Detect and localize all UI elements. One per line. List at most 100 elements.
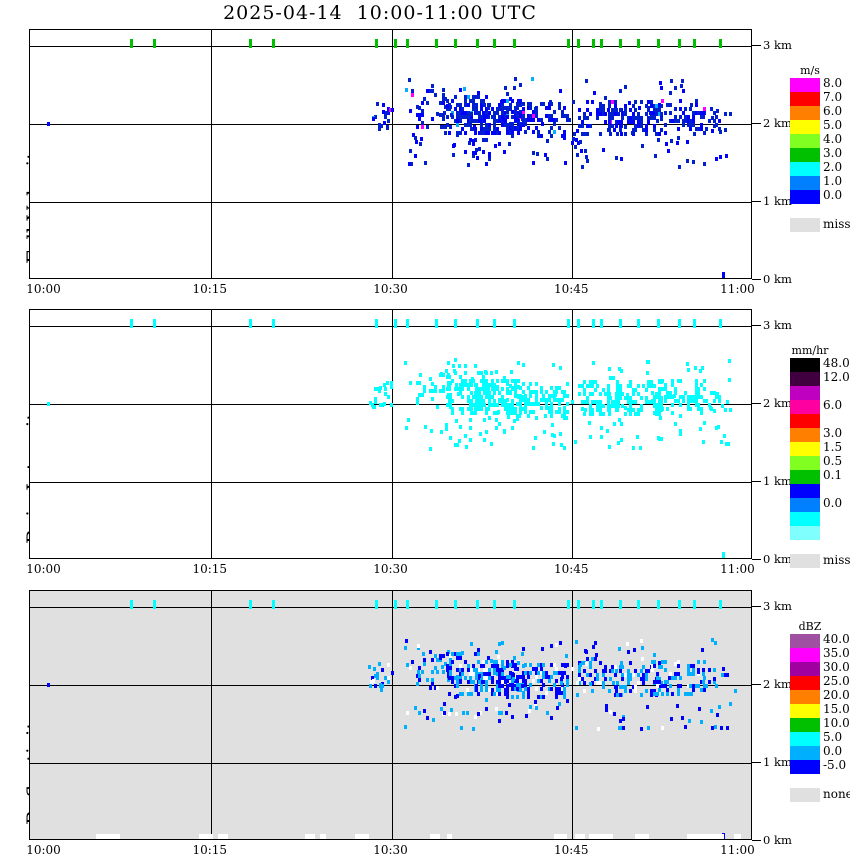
echo-pixel xyxy=(509,390,512,394)
gridline-vertical xyxy=(211,30,212,278)
echo-pixel xyxy=(529,106,532,110)
echo-pixel xyxy=(596,677,599,681)
echo-ceiling-pixel xyxy=(130,600,133,609)
echo-pixel xyxy=(442,373,445,377)
echo-pixel xyxy=(422,652,425,656)
echo-pixel xyxy=(631,131,634,135)
figure-title: 2025-04-14 10:00-11:00 UTC xyxy=(223,2,537,24)
echo-pixel xyxy=(599,108,602,112)
echo-pixel xyxy=(434,666,437,670)
echo-pixel xyxy=(467,668,470,672)
echo-pixel xyxy=(496,385,499,389)
y-axis-tick-mark xyxy=(752,45,761,46)
echo-pixel xyxy=(477,712,480,716)
echo-pixel xyxy=(446,123,449,127)
echo-pixel xyxy=(697,684,700,688)
echo-pixel xyxy=(382,110,385,114)
echo-pixel xyxy=(589,435,592,439)
echo-pixel xyxy=(511,403,514,407)
echo-pixel xyxy=(456,119,459,123)
echo-pixel xyxy=(664,387,667,391)
gridline-vertical xyxy=(392,310,393,558)
echo-pixel xyxy=(553,122,556,126)
echo-pixel xyxy=(645,673,648,677)
echo-pixel xyxy=(474,652,477,656)
echo-pixel xyxy=(480,407,483,411)
echo-pixel xyxy=(650,116,653,120)
panel-rain-intensity-plot[interactable] xyxy=(29,309,752,559)
echo-pixel xyxy=(666,103,669,107)
echo-pixel xyxy=(702,115,705,119)
colorbar-swatch xyxy=(790,732,820,746)
echo-pixel xyxy=(514,390,517,394)
echo-pixel xyxy=(634,388,637,392)
echo-pixel xyxy=(615,156,618,160)
echo-pixel xyxy=(496,664,499,668)
y-axis-tick-mark xyxy=(752,684,761,685)
echo-pixel xyxy=(713,119,716,123)
echo-pixel xyxy=(404,725,407,729)
ground-clutter-pixel xyxy=(199,834,213,839)
echo-pixel xyxy=(621,685,624,689)
echo-pixel xyxy=(710,709,713,713)
echo-pixel xyxy=(421,101,424,105)
echo-pixel xyxy=(509,131,512,135)
echo-pixel xyxy=(658,112,661,116)
echo-pixel xyxy=(604,665,607,669)
echo-pixel xyxy=(442,385,445,389)
echo-pixel xyxy=(480,379,483,383)
colorbar-tick-label: 40.0 xyxy=(823,632,850,646)
echo-pixel xyxy=(519,99,522,103)
echo-pixel xyxy=(614,665,617,669)
echo-pixel xyxy=(475,148,478,152)
echo-pixel xyxy=(509,683,512,687)
echo-pixel xyxy=(583,392,586,396)
echo-pixel xyxy=(446,395,449,399)
panel-reflectivity-plot[interactable] xyxy=(29,590,752,840)
echo-pixel xyxy=(634,685,637,689)
echo-pixel xyxy=(521,684,524,688)
echo-pixel xyxy=(682,395,685,399)
echo-pixel xyxy=(589,392,592,396)
echo-pixel xyxy=(487,106,490,110)
echo-ceiling-pixel xyxy=(577,39,580,48)
echo-pixel xyxy=(616,388,619,392)
echo-pixel xyxy=(687,664,690,668)
echo-pixel xyxy=(589,112,592,116)
echo-pixel xyxy=(498,142,501,146)
echo-pixel xyxy=(718,399,721,403)
echo-pixel xyxy=(656,680,659,684)
echo-pixel xyxy=(700,395,703,399)
echo-pixel xyxy=(459,672,462,676)
echo-pixel xyxy=(464,150,467,154)
echo-ceiling-pixel xyxy=(567,319,570,328)
echo-pixel xyxy=(496,107,499,111)
echo-pixel xyxy=(664,111,667,115)
echo-pixel xyxy=(474,131,477,135)
echo-pixel xyxy=(686,140,689,144)
echo-pixel xyxy=(493,387,496,391)
echo-pixel xyxy=(676,141,679,145)
echo-pixel xyxy=(560,681,563,685)
echo-pixel xyxy=(602,148,605,152)
echo-pixel xyxy=(553,118,556,122)
echo-pixel xyxy=(660,117,663,121)
echo-pixel xyxy=(431,658,434,662)
echo-pixel xyxy=(475,403,478,407)
echo-pixel xyxy=(406,663,409,667)
panel-fall-velocity-plot[interactable] xyxy=(29,29,752,279)
echo-pixel xyxy=(493,411,496,415)
echo-pixel xyxy=(442,670,445,674)
echo-pixel xyxy=(454,443,457,447)
echo-pixel xyxy=(620,157,623,161)
echo-pixel xyxy=(653,115,656,119)
echo-pixel xyxy=(446,387,449,391)
echo-pixel xyxy=(478,115,481,119)
echo-pixel xyxy=(621,116,624,120)
echo-ceiling-pixel xyxy=(249,600,252,609)
echo-pixel xyxy=(485,676,488,680)
echo-pixel xyxy=(558,386,561,390)
echo-pixel xyxy=(511,660,514,664)
echo-pixel xyxy=(653,664,656,668)
echo-pixel xyxy=(578,665,581,669)
